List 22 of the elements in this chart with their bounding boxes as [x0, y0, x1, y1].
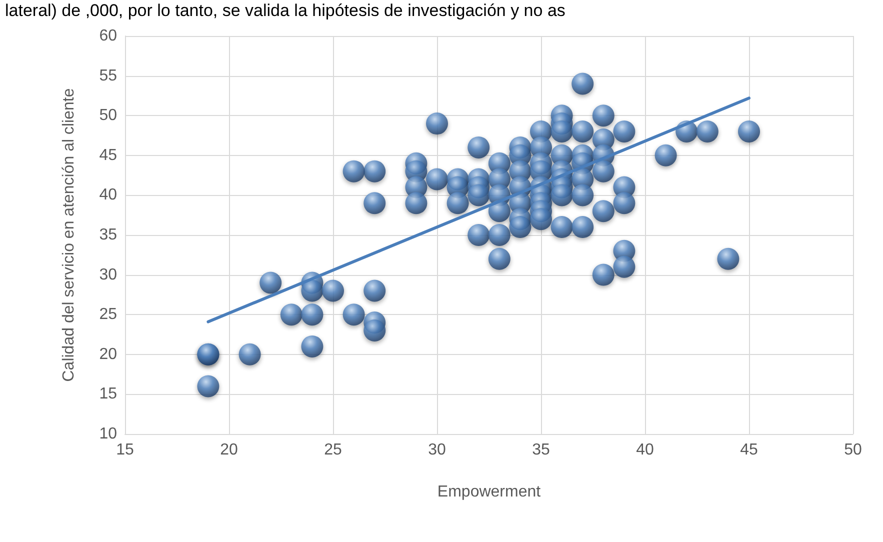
y-axis-title: Calidad del servicio en atención al cliente — [60, 88, 78, 382]
y-tick-label: 20 — [99, 346, 118, 363]
x-tick-label: 40 — [636, 442, 654, 458]
text: lateral) de ,000, por lo tanto, se valida la hipótesis de investigación y no as — [5, 1, 566, 20]
y-tick-label: 40 — [99, 186, 118, 204]
y-tick-label: 25 — [99, 306, 118, 324]
x-tick-label: 20 — [220, 442, 238, 458]
x-tick-label: 25 — [324, 442, 342, 458]
y-tick-label: 15 — [99, 386, 118, 403]
x-tick-label: 45 — [740, 442, 758, 458]
y-tick-label: 55 — [99, 67, 118, 84]
y-tick-label: 50 — [99, 107, 118, 124]
x-tick-label: 35 — [532, 442, 550, 458]
y-tick-label: 60 — [99, 28, 118, 44]
x-tick-label: 30 — [428, 442, 446, 458]
x-axis-title: Empowerment — [437, 484, 542, 500]
x-tick-label: 15 — [116, 442, 134, 458]
y-tick-label: 30 — [99, 266, 118, 284]
x-tick-label: 50 — [844, 442, 862, 458]
y-tick-label: 10 — [99, 426, 118, 442]
y-tick-label: 35 — [99, 226, 118, 244]
y-tick-label: 45 — [99, 146, 118, 164]
